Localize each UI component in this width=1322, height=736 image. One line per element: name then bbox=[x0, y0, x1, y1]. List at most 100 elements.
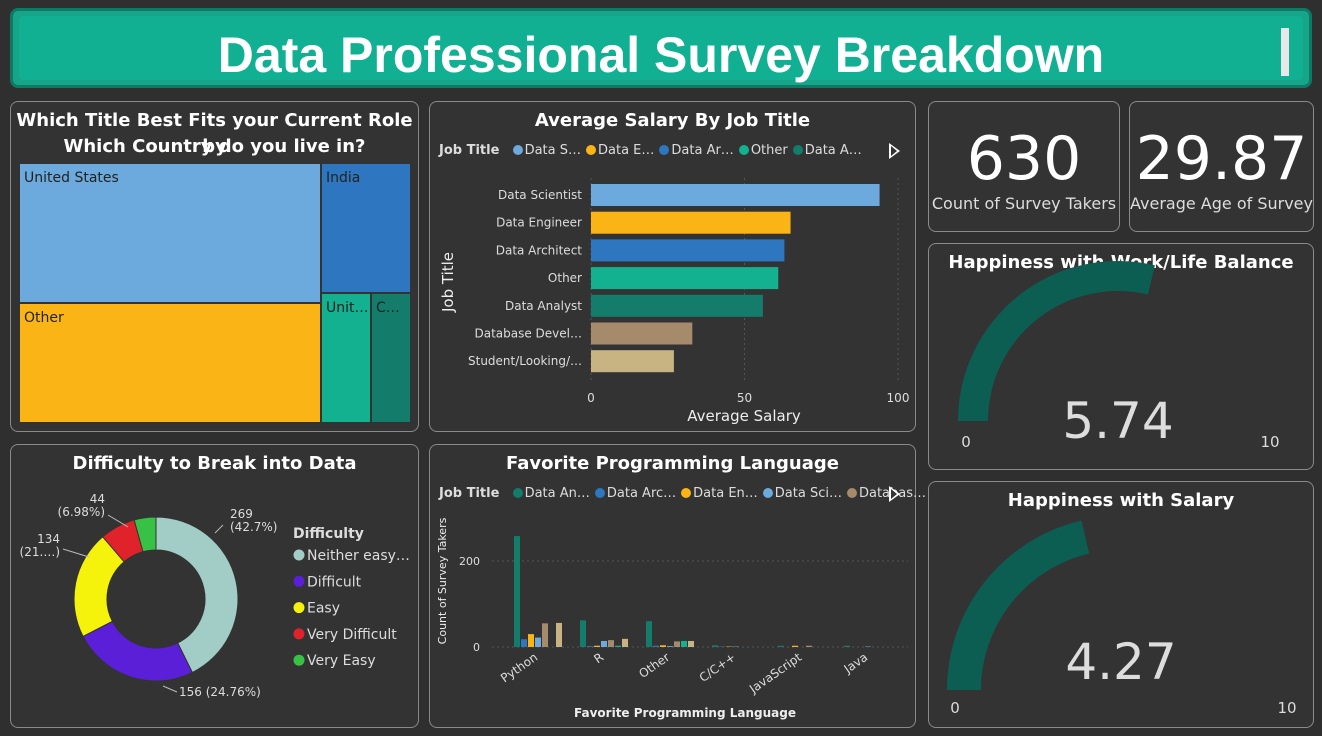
x-tick-label: Other bbox=[636, 650, 672, 681]
bar bbox=[591, 212, 791, 234]
treemap-cell-india[interactable]: India bbox=[321, 163, 411, 293]
kpi-value: 630 bbox=[929, 124, 1119, 194]
treemap-cell-label: Other bbox=[24, 310, 64, 326]
gauge-min-label: 0 bbox=[950, 699, 960, 717]
data-label: (21.…) bbox=[20, 545, 60, 559]
treemap-cell-other[interactable]: Other bbox=[19, 303, 321, 423]
legend-item-label: Neither easy… bbox=[307, 548, 410, 564]
treemap-cell-united-states[interactable]: United States bbox=[19, 163, 321, 303]
bar bbox=[712, 645, 718, 647]
legend-dot bbox=[294, 628, 305, 639]
kpi-value: 29.87 bbox=[1130, 124, 1313, 194]
leader-line bbox=[108, 515, 128, 527]
treemap-cell-label: Unit… bbox=[326, 300, 369, 316]
data-label: (6.98%) bbox=[58, 505, 105, 519]
kpi-label: Average Age of Survey bbox=[1130, 194, 1313, 213]
header-inner: Data Professional Survey Breakdown bbox=[19, 16, 1303, 80]
legend-dot bbox=[294, 655, 305, 666]
bar bbox=[660, 645, 666, 647]
bar bbox=[646, 621, 652, 647]
bar bbox=[591, 295, 763, 317]
salary-chart-panel: Average Salary By Job Title Job Title Da… bbox=[429, 101, 916, 432]
language-bar-chart: 0 200 Python R Other C/C++ JavaScript Java Favor… bbox=[430, 445, 915, 727]
bar bbox=[653, 646, 659, 647]
treemap-panel: Which Title Best Fits your Current Role … bbox=[10, 101, 419, 432]
legend-dot bbox=[294, 550, 305, 561]
gauge-max-label: 10 bbox=[1260, 433, 1279, 451]
bar bbox=[556, 623, 562, 647]
kpi-label: Count of Survey Takers bbox=[929, 194, 1119, 213]
leader-line bbox=[215, 525, 223, 533]
difficulty-chart-panel: Difficulty to Break into Data 269 (42.7%)… bbox=[10, 444, 419, 728]
legend-item-label: Difficult bbox=[307, 574, 362, 590]
bar bbox=[591, 184, 880, 206]
y-tick-label: Data Engineer bbox=[496, 216, 582, 230]
gauge-value: 5.74 bbox=[1062, 392, 1173, 450]
bar bbox=[535, 638, 541, 647]
x-tick-label: Java bbox=[841, 650, 871, 677]
treemap-cell-label: India bbox=[326, 170, 360, 186]
treemap-cell-united-kingdom[interactable]: Unit… bbox=[321, 293, 371, 423]
x-tick-label: Python bbox=[498, 650, 540, 685]
leader-line bbox=[63, 549, 89, 557]
data-label: (42.7%) bbox=[230, 520, 277, 534]
y-tick-label: Data Scientist bbox=[498, 188, 582, 202]
bar bbox=[615, 646, 621, 647]
bar bbox=[688, 641, 694, 647]
data-label: 269 bbox=[230, 507, 253, 521]
y-tick-label: Data Analyst bbox=[505, 299, 582, 313]
gauge-panel-salary: Happiness with Salary 4.27 0 10 bbox=[928, 481, 1314, 728]
treemap-cell-label: C… bbox=[376, 300, 400, 316]
gauge-max-label: 10 bbox=[1277, 699, 1296, 717]
salary-chart-title: Average Salary By Job Title bbox=[430, 108, 915, 134]
treemap-title-line2: Which Country do you live in? bbox=[11, 134, 418, 160]
x-tick-label: JavaScript bbox=[746, 650, 804, 697]
bar bbox=[521, 639, 527, 647]
legend-item-label: Very Easy bbox=[307, 653, 376, 669]
header-banner: Data Professional Survey Breakdown bbox=[10, 8, 1312, 88]
bar bbox=[542, 623, 548, 647]
y-tick-label: Database Devel… bbox=[474, 327, 582, 341]
x-tick-label: C/C++ bbox=[697, 650, 739, 685]
legend-item-label: Easy bbox=[307, 601, 340, 617]
difficulty-donut-chart: 269(42.7%)156 (24.76%)134(21.…)44(6.98%)… bbox=[11, 445, 418, 727]
gauge-panel-work-life: Happiness with Work/Life Balance 5.74 0 10 bbox=[928, 243, 1314, 470]
bar bbox=[792, 646, 798, 647]
bar bbox=[594, 646, 600, 647]
salary-bar-chart: 0 50 100 Data Scientist Data Engineer Data Ar… bbox=[430, 142, 915, 432]
x-tick-label: 100 bbox=[887, 391, 910, 405]
bar bbox=[591, 267, 778, 289]
y-axis-label: Count of Survey Takers bbox=[436, 517, 449, 644]
data-label: 156 (24.76%) bbox=[179, 685, 261, 699]
data-label: 134 bbox=[37, 532, 60, 546]
legend-dot bbox=[294, 602, 305, 613]
x-axis-label: Favorite Programming Language bbox=[574, 706, 796, 720]
x-tick-label: 50 bbox=[737, 391, 752, 405]
bar bbox=[622, 639, 628, 647]
y-tick-label: Student/Looking/… bbox=[468, 354, 582, 368]
gauge-work-life: 5.74 0 10 bbox=[929, 244, 1313, 469]
bar bbox=[681, 641, 687, 647]
bar bbox=[591, 239, 784, 261]
language-chart-panel: Favorite Programming Language Job Title … bbox=[429, 444, 916, 728]
x-tick-label: 0 bbox=[587, 391, 595, 405]
gauge-min-label: 0 bbox=[961, 433, 971, 451]
gauge-value: 4.27 bbox=[1065, 633, 1176, 691]
bar bbox=[601, 641, 607, 647]
page-title: Data Professional Survey Breakdown bbox=[19, 26, 1303, 84]
treemap-cell-label: United States bbox=[24, 170, 119, 186]
x-axis-label: Average Salary bbox=[687, 407, 801, 425]
leader-line bbox=[163, 686, 177, 692]
legend-item-label: Very Difficult bbox=[307, 627, 397, 643]
bar bbox=[674, 641, 680, 647]
treemap-cell-canada[interactable]: C… bbox=[371, 293, 411, 423]
bar bbox=[514, 536, 520, 647]
bar bbox=[806, 646, 812, 647]
header-scroll-handle[interactable] bbox=[1281, 28, 1289, 76]
gauge-salary: 4.27 0 10 bbox=[929, 482, 1313, 727]
kpi-card-average-age: 29.87 Average Age of Survey bbox=[1129, 101, 1314, 232]
bar bbox=[778, 646, 784, 647]
bar bbox=[608, 640, 614, 647]
bar bbox=[591, 323, 692, 345]
legend-dot bbox=[294, 576, 305, 587]
